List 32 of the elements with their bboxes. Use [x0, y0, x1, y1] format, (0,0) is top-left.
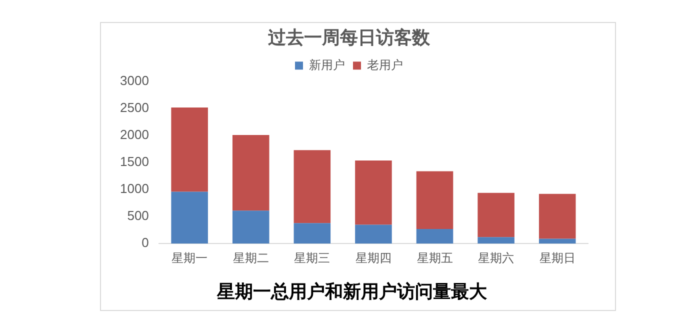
legend-label: 老用户 — [367, 58, 403, 72]
bar — [355, 224, 392, 244]
x-tick-label: 星期三 — [294, 251, 330, 266]
bar — [294, 223, 331, 244]
x-tick-label: 星期一 — [172, 251, 208, 266]
bar — [538, 194, 576, 239]
y-tick-label: 1500 — [120, 154, 149, 170]
bar — [171, 108, 208, 192]
y-tick-label: 1000 — [120, 181, 149, 196]
bar — [478, 192, 514, 238]
bar — [538, 238, 576, 244]
legend-label: 新用户 — [309, 58, 345, 72]
bar — [355, 160, 392, 225]
y-tick-label: 3000 — [120, 73, 149, 88]
bar — [416, 229, 454, 244]
y-tick-label: 0 — [142, 235, 149, 250]
x-tick-label: 星期五 — [416, 251, 453, 266]
x-tick-label: 星期六 — [478, 251, 514, 266]
y-tick-label: 500 — [127, 208, 149, 224]
x-tick-label: 星期四 — [355, 251, 392, 266]
y-tick-label: 2500 — [120, 100, 149, 116]
x-tick-label: 星期日 — [539, 251, 576, 266]
bar — [294, 150, 331, 224]
bar — [232, 135, 270, 211]
bar — [232, 210, 270, 244]
bar — [478, 237, 514, 244]
chart-title: 过去一周每日访客数 — [267, 27, 431, 48]
bar — [171, 192, 208, 244]
text: 星期一总用户和新用户访问量最大 — [216, 282, 488, 303]
x-tick-label: 星期二 — [232, 251, 269, 266]
y-tick-label: 2000 — [120, 127, 149, 142]
bar — [416, 171, 454, 230]
